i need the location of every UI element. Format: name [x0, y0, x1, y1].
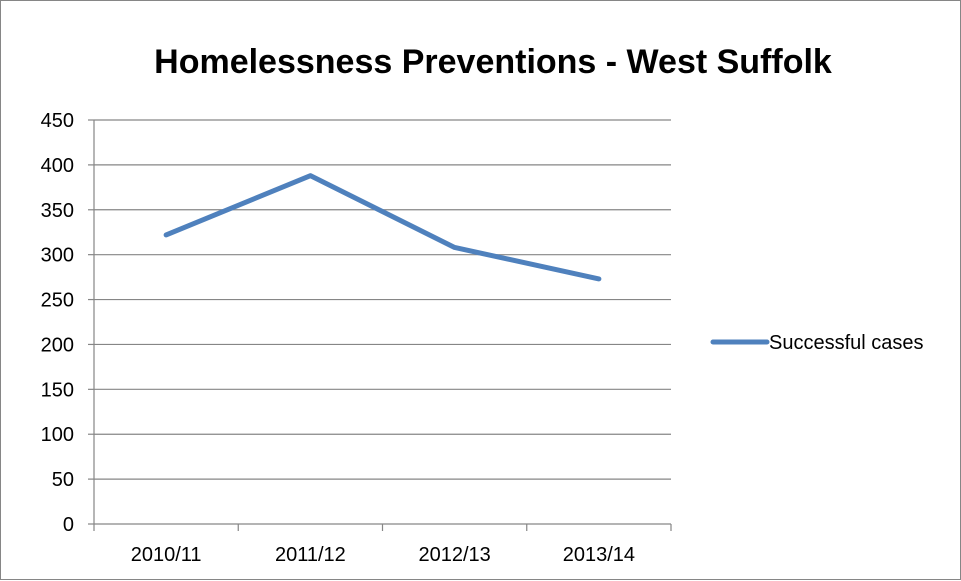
y-axis-tick-labels: 0 50 100 150 200 250 300 350 400 450 [41, 110, 74, 536]
y-tick-label: 150 [41, 379, 74, 401]
x-tick-label: 2013/14 [563, 544, 635, 566]
chart-title: Homelessness Preventions - West Suffolk [154, 43, 832, 81]
x-tick-label: 2011/12 [275, 544, 346, 566]
x-axis-tick-labels: 2010/11 2011/12 2012/13 2013/14 [131, 544, 635, 566]
series-line-0 [166, 176, 599, 279]
y-tick-label: 200 [41, 334, 74, 356]
gridlines [94, 120, 671, 479]
y-tick-label: 250 [41, 290, 74, 312]
axes [88, 120, 671, 531]
x-tick-label: 2012/13 [418, 544, 490, 566]
y-tick-label: 50 [52, 469, 74, 491]
x-tick-label: 2010/11 [131, 544, 202, 566]
y-tick-label: 400 [41, 155, 74, 177]
y-tick-label: 350 [41, 200, 74, 222]
y-tick-label: 0 [63, 514, 74, 536]
y-tick-label: 450 [41, 110, 74, 132]
series-layer [166, 176, 599, 279]
legend: Successful cases [713, 332, 924, 354]
y-tick-label: 100 [41, 424, 74, 446]
legend-label: Successful cases [769, 332, 924, 354]
y-tick-label: 300 [41, 245, 74, 267]
